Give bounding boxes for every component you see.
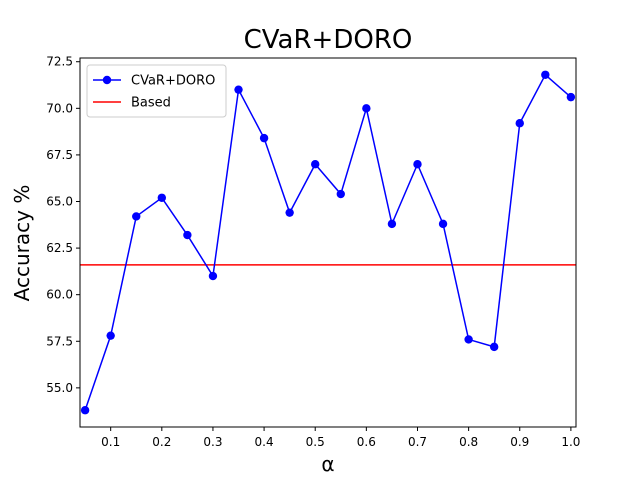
data-point bbox=[285, 208, 294, 217]
data-point bbox=[489, 342, 499, 352]
data-point bbox=[106, 331, 115, 340]
y-axis-title: Accuracy % bbox=[10, 185, 34, 302]
data-point bbox=[157, 193, 167, 202]
plot-frame bbox=[79, 57, 577, 428]
y-tick-label: 55.0 bbox=[46, 381, 73, 395]
y-tick-label: 62.5 bbox=[46, 241, 73, 255]
data-point bbox=[541, 70, 550, 79]
x-tick-label: 0.5 bbox=[306, 435, 325, 449]
data-point bbox=[515, 119, 524, 128]
legend-label: CVaR+DORO bbox=[131, 74, 215, 89]
y-tick-label: 72.5 bbox=[46, 55, 73, 69]
series-line bbox=[84, 73, 572, 411]
data-point bbox=[234, 85, 243, 94]
y-tick-label: 67.5 bbox=[46, 148, 73, 162]
y-tick-label: 60.0 bbox=[46, 288, 73, 302]
legend-box bbox=[86, 64, 227, 118]
x-tick-label: 0.4 bbox=[255, 435, 274, 449]
x-tick-label: 0.1 bbox=[101, 435, 120, 449]
data-point bbox=[362, 104, 371, 113]
x-axis: 0.1 0.2 0.3 0.4 0.5 0.6 0.7 0.8 0.9 1.0 bbox=[101, 427, 580, 449]
data-point bbox=[183, 230, 192, 240]
data-point bbox=[336, 189, 345, 199]
legend-label: Based bbox=[131, 96, 171, 111]
x-axis-title: α bbox=[321, 452, 334, 476]
data-point bbox=[464, 335, 473, 344]
data-point bbox=[132, 212, 141, 221]
data-point bbox=[566, 92, 576, 102]
data-point bbox=[413, 160, 422, 169]
legend-marker bbox=[102, 75, 112, 85]
x-tick-label: 0.2 bbox=[152, 435, 171, 449]
y-tick-label: 57.5 bbox=[46, 334, 73, 348]
x-tick-label: 0.7 bbox=[408, 435, 427, 449]
plot-area bbox=[80, 70, 576, 415]
y-tick-label: 70.0 bbox=[46, 101, 73, 115]
x-tick-label: 0.9 bbox=[510, 435, 529, 449]
y-tick-label: 65.0 bbox=[46, 195, 73, 209]
chart-title: CVaR+DORO bbox=[244, 25, 413, 55]
data-point bbox=[259, 133, 269, 143]
y-axis: 55.0 57.5 60.0 62.5 65.0 67.5 70.0 72.5 bbox=[46, 55, 80, 395]
x-tick-label: 0.6 bbox=[357, 435, 376, 449]
data-point bbox=[311, 160, 320, 169]
x-tick-label: 0.3 bbox=[203, 435, 222, 449]
data-point bbox=[438, 219, 448, 229]
data-point bbox=[80, 406, 90, 415]
x-tick-label: 0.8 bbox=[459, 435, 478, 449]
legend: CVaR+DORO Based bbox=[86, 64, 227, 118]
x-tick-label: 1.0 bbox=[561, 435, 580, 449]
data-point bbox=[387, 219, 397, 229]
data-point bbox=[208, 271, 218, 281]
